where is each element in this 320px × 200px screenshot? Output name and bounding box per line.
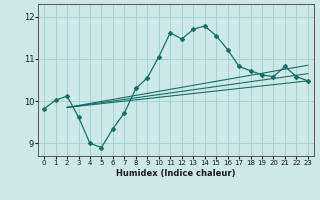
X-axis label: Humidex (Indice chaleur): Humidex (Indice chaleur) (116, 169, 236, 178)
